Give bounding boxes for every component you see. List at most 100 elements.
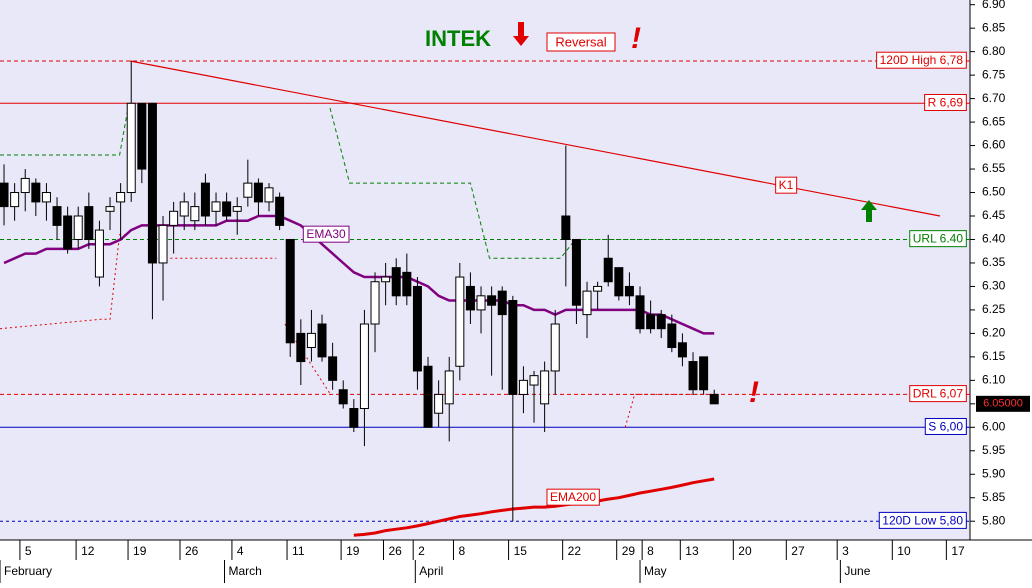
x-tick-label: 3 <box>842 544 849 558</box>
candle-body <box>232 206 242 212</box>
y-tick-label: 5.85 <box>982 490 1006 504</box>
x-tick-label: 20 <box>738 544 752 558</box>
candle-body <box>0 182 9 208</box>
y-tick-label: 6.25 <box>982 302 1006 316</box>
level-label: URL 6.40 <box>913 232 964 246</box>
stop-line <box>0 234 720 428</box>
candle-body <box>646 314 656 330</box>
y-tick-label: 6.65 <box>982 114 1006 128</box>
y-tick-label: 6.75 <box>982 67 1006 81</box>
y-tick-label: 6.35 <box>982 255 1006 269</box>
x-tick-label: 15 <box>514 544 528 558</box>
candle-body <box>243 182 253 198</box>
trend-line <box>130 60 941 217</box>
candle-body <box>73 215 83 240</box>
candle-body <box>264 187 274 203</box>
candle-body <box>593 285 603 292</box>
indicator-label: EMA30 <box>306 227 346 241</box>
indicator-label-box <box>302 225 350 243</box>
indicator-line <box>3 214 715 335</box>
y-tick-label: 6.20 <box>982 326 1006 340</box>
candle-body <box>10 192 20 208</box>
stop-line <box>0 107 720 259</box>
candle-body <box>200 182 210 217</box>
candle-body <box>582 290 592 316</box>
candle-body <box>31 182 41 203</box>
candle-body <box>497 290 507 316</box>
x-tick-label: 4 <box>237 544 244 558</box>
y-tick-label: 5.95 <box>982 443 1006 457</box>
indicator-label: EMA200 <box>550 490 596 504</box>
candle-body <box>529 375 539 386</box>
candle-body <box>688 361 698 391</box>
candle-body <box>116 192 126 203</box>
candle-body <box>444 370 454 405</box>
candle-body <box>94 229 104 278</box>
candle-body <box>699 356 709 391</box>
x-tick-label: 13 <box>685 544 699 558</box>
trend-label: K1 <box>779 178 794 192</box>
x-tick-label: 8 <box>647 544 654 558</box>
y-tick-label: 6.15 <box>982 349 1006 363</box>
candle-body <box>656 314 666 330</box>
x-tick-label: 10 <box>897 544 911 558</box>
candle-body <box>137 102 147 170</box>
candle-body <box>677 342 687 358</box>
candle-body <box>667 323 677 348</box>
candle-body <box>540 370 550 405</box>
y-tick-label: 5.90 <box>982 466 1006 480</box>
candle-body <box>614 267 624 297</box>
level-label-box <box>909 385 967 403</box>
level-label-box <box>909 230 967 248</box>
level-label: S 6,00 <box>928 419 963 433</box>
level-label: 120D Low 5,80 <box>882 513 963 527</box>
candle-body <box>126 102 136 194</box>
candle-body <box>63 215 73 250</box>
x-tick-label: 11 <box>292 544 305 558</box>
candle-body <box>412 285 422 372</box>
candle-body <box>624 285 634 297</box>
y-tick-label: 6.55 <box>982 161 1006 175</box>
candle-body <box>190 206 200 222</box>
alert: ! <box>631 22 641 55</box>
candle-body <box>359 323 369 410</box>
y-tick-label: 6.45 <box>982 208 1006 222</box>
candle-body <box>476 295 486 311</box>
candle-body <box>158 224 168 264</box>
candle-body <box>455 276 465 367</box>
month-label: May <box>644 564 667 578</box>
candle-body <box>20 177 30 194</box>
month-label: June <box>844 564 870 578</box>
indicator-line <box>353 477 715 537</box>
level-label-box <box>924 417 967 435</box>
x-tick-label: 29 <box>622 544 636 558</box>
candle-body <box>285 238 295 344</box>
x-tick-label: 12 <box>81 544 95 558</box>
x-tick-label: 22 <box>568 544 582 558</box>
candle-body <box>179 201 189 217</box>
level-label-box <box>924 93 967 111</box>
candle-body <box>84 206 94 240</box>
indicator-label-box <box>546 488 600 506</box>
candle-body <box>328 356 338 381</box>
down-arrow <box>513 22 529 46</box>
candle-body <box>635 295 645 330</box>
candle-body <box>571 238 581 306</box>
last-price-box <box>976 395 1030 412</box>
y-tick-label: 6.60 <box>982 138 1006 152</box>
up-arrow <box>861 200 877 222</box>
signal-box <box>546 32 616 52</box>
y-tick-label: 5.80 <box>982 513 1006 527</box>
level-label-box <box>876 51 967 69</box>
candle-body <box>169 210 179 226</box>
x-tick-label: 26 <box>389 544 403 558</box>
y-tick-label: 6.00 <box>982 419 1006 433</box>
plot-area <box>0 0 970 540</box>
candle-body <box>296 332 306 363</box>
candle-body <box>41 192 51 203</box>
month-label: March <box>229 564 262 578</box>
x-tick-label: 8 <box>458 544 465 558</box>
x-tick-label: 19 <box>346 544 360 558</box>
